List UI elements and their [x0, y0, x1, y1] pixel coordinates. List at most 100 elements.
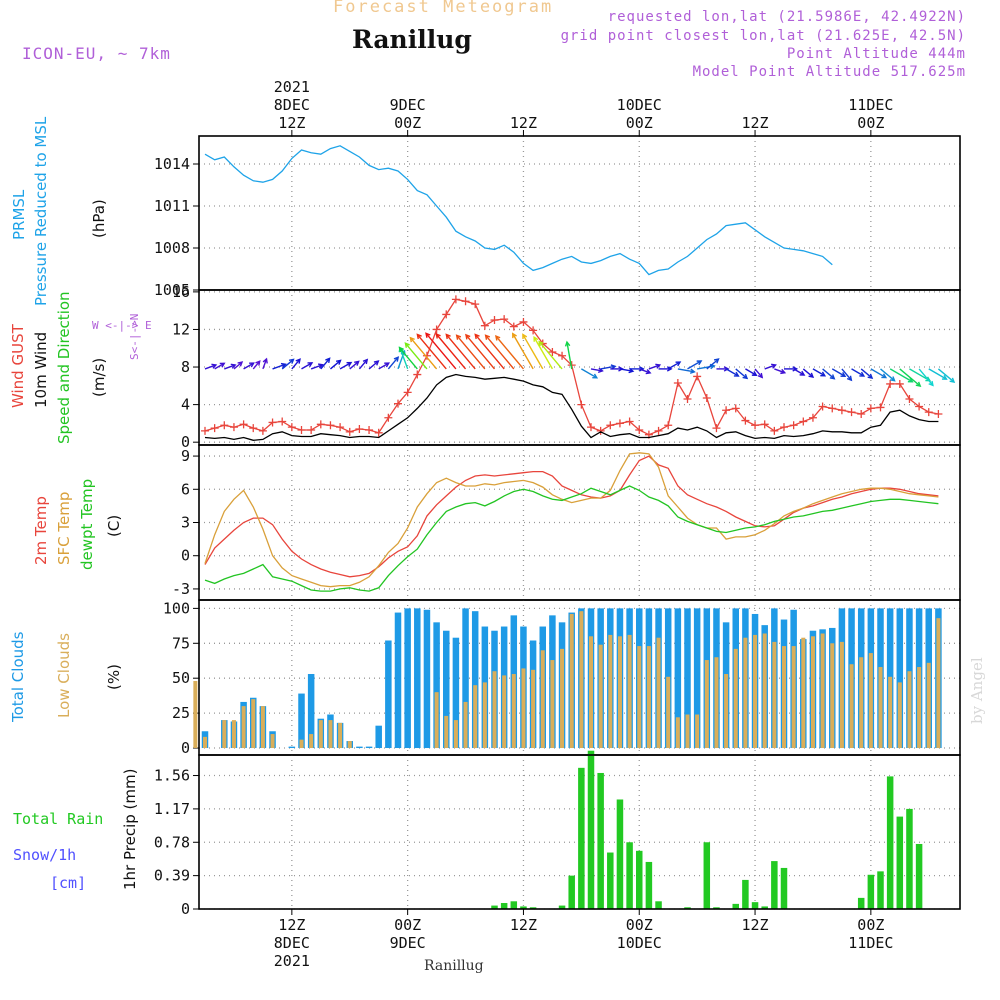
precip-bar — [732, 903, 739, 909]
wind-arrowhead — [288, 358, 295, 364]
clouds-overlay-bar — [646, 646, 651, 749]
wind-arrowhead — [384, 362, 391, 368]
wind-arrowhead — [335, 359, 342, 365]
gust-marker — [760, 420, 769, 429]
gust-marker — [847, 408, 856, 417]
wind-ytick-label: 8 — [181, 358, 190, 376]
clouds-bar — [288, 746, 296, 749]
precip-bar — [915, 843, 923, 909]
gust-marker — [316, 420, 325, 429]
clouds-overlay-bar — [453, 720, 458, 749]
clouds-overlay-bar — [473, 685, 478, 749]
temp-ytick-label: 3 — [181, 514, 190, 532]
precip-bar — [645, 861, 653, 909]
wind-arrowhead — [638, 366, 645, 372]
clouds-overlay-bar — [917, 667, 922, 749]
temp-dewpt-temp-line — [204, 485, 939, 592]
top-time-label: 12Z — [742, 114, 769, 132]
wind-arrow — [399, 347, 409, 370]
clouds-bar — [452, 637, 460, 749]
clouds-bar — [414, 608, 421, 749]
pressure-ytick-label: 1014 — [154, 155, 190, 173]
wind-arrowhead — [393, 356, 400, 362]
wind-arrow — [860, 368, 873, 379]
wind-arrow — [745, 368, 757, 376]
clouds-bar — [462, 608, 469, 749]
pressure-frame — [198, 135, 961, 291]
wind-arrow — [243, 362, 254, 370]
gust-marker — [808, 413, 817, 422]
wind-arrowhead — [362, 358, 369, 365]
wind-arrowhead — [780, 368, 787, 375]
wind-arrow — [281, 358, 294, 370]
temp-ytick-label: 9 — [181, 447, 190, 465]
gust-marker — [731, 404, 740, 413]
clouds-bar — [365, 746, 373, 749]
bottom-time-label: 12Z — [742, 916, 769, 934]
clouds-bar — [404, 608, 411, 749]
clouds-bar — [674, 608, 682, 749]
precip-ytick-label: 0 — [181, 900, 190, 918]
gust-marker — [606, 421, 615, 430]
temp-ytick-label: 6 — [181, 480, 190, 498]
clouds-bar — [433, 622, 440, 749]
gust-marker — [702, 394, 711, 403]
precip-bar — [896, 816, 904, 909]
clouds-overlay-bar — [444, 715, 449, 749]
precip-frame — [198, 754, 961, 910]
wind-arrow — [465, 334, 496, 370]
precip-bar — [529, 907, 537, 909]
top-time-label: 9DEC — [390, 96, 426, 114]
wind-arrow — [802, 368, 814, 378]
clouds-overlay-bar — [907, 671, 912, 749]
wind-arrowhead — [666, 366, 673, 372]
wind-arrow — [538, 341, 563, 370]
gust-marker — [413, 370, 422, 379]
wind-arrow — [822, 368, 835, 380]
gust-marker — [828, 404, 837, 413]
wind-arrow — [445, 334, 476, 370]
wind-arrow — [619, 368, 634, 372]
clouds-overlay-bar — [627, 634, 632, 749]
wind-arrow — [590, 368, 603, 372]
gust-marker — [268, 418, 277, 427]
bottom-time-label: 9DEC — [390, 934, 426, 952]
gust-marker — [673, 379, 682, 387]
gust-marker — [596, 426, 605, 435]
top-time-label: 2021 — [274, 78, 310, 96]
clouds-overlay-bar — [521, 668, 526, 749]
wind-arrow — [566, 342, 573, 370]
model-label: ICON-EU, ~ 7km — [22, 44, 171, 63]
wind-arrow — [687, 360, 702, 370]
top-time-label: 00Z — [857, 114, 884, 132]
bottom-time-label: 10DEC — [617, 934, 662, 952]
wind-arrow — [580, 368, 598, 379]
gust-marker — [751, 421, 760, 430]
precip-bar — [703, 842, 711, 909]
gust-marker — [210, 424, 219, 433]
gust-marker — [307, 425, 316, 434]
clouds-overlay-bar — [704, 660, 709, 749]
wind-arrow — [358, 359, 368, 370]
gust-marker — [355, 425, 364, 434]
clouds-overlay-bar — [569, 613, 574, 749]
temp-ytick-label: -3 — [172, 580, 190, 598]
wind-arrowhead — [713, 358, 720, 364]
wind-arrowhead — [829, 374, 836, 380]
clouds-bar — [471, 611, 479, 749]
gust-marker — [201, 426, 209, 435]
precip-bar — [510, 901, 518, 909]
wind-arrow — [677, 368, 695, 373]
pressure-ytick-label: 1008 — [154, 239, 190, 257]
clouds-overlay-bar — [617, 636, 622, 749]
precip-bar — [780, 867, 788, 909]
pressure-ytick-label: 1005 — [154, 281, 190, 299]
gust-marker — [924, 408, 933, 417]
wind-ytick-label: 4 — [181, 396, 190, 414]
wind-arrowhead — [416, 333, 422, 340]
precip-bar — [520, 906, 527, 909]
wind-arrowhead — [474, 333, 480, 340]
wind-arrowhead — [404, 342, 410, 348]
clouds-overlay-bar — [714, 657, 719, 749]
